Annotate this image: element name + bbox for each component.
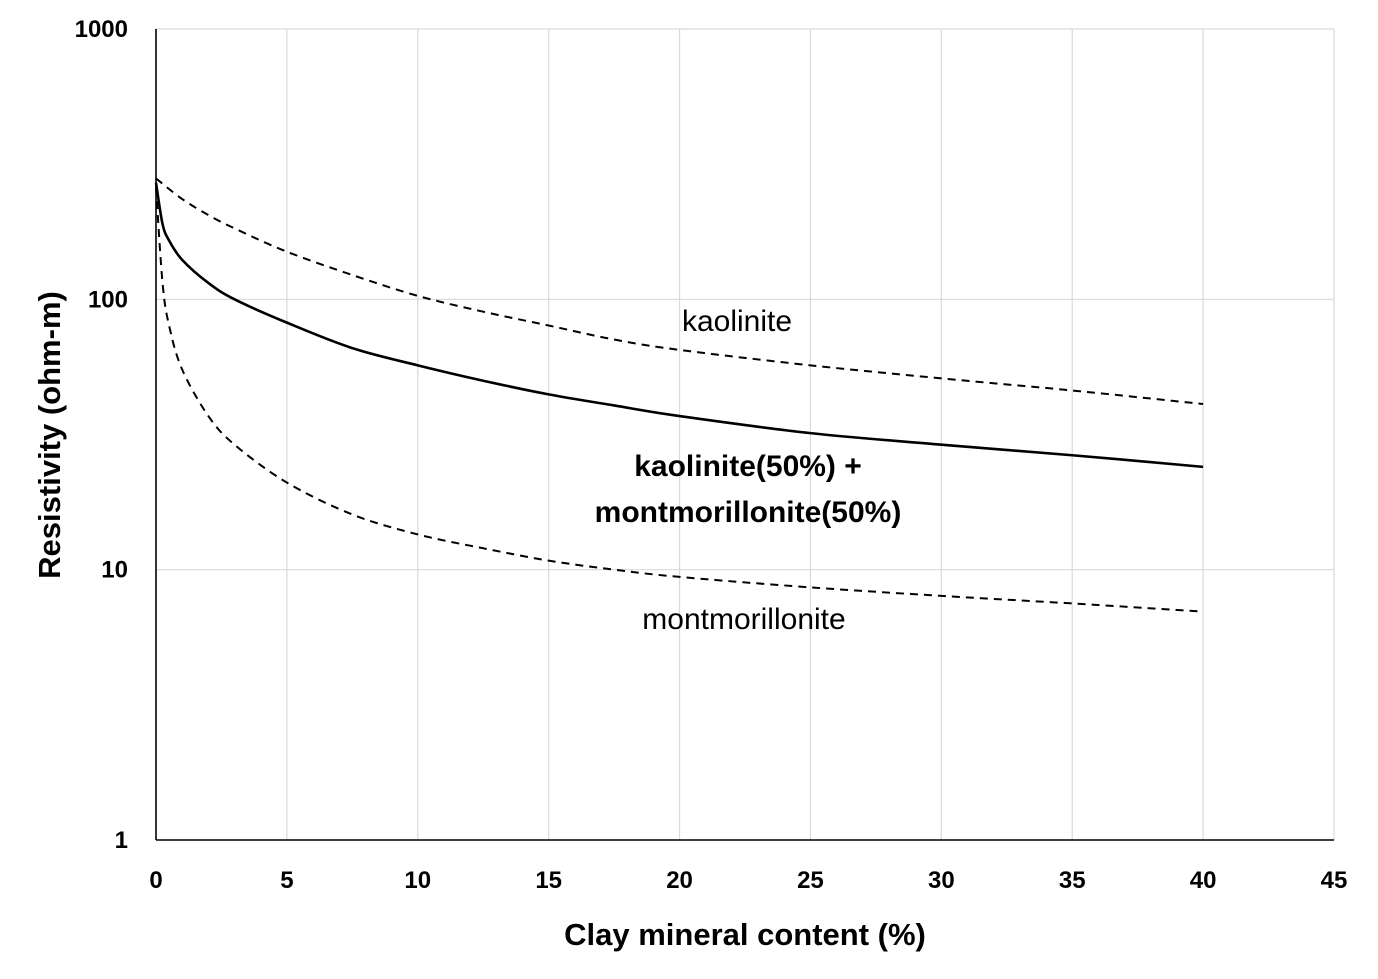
kaolinite-line xyxy=(155,177,1204,406)
axes xyxy=(155,29,1334,841)
gridlines xyxy=(156,28,1335,840)
mixture-label: kaolinite(50%) + xyxy=(634,450,862,483)
x-tick-labels: 0 5 10 15 20 25 30 35 40 45 xyxy=(149,867,1347,894)
montmorillonite-line xyxy=(155,187,1204,613)
series-lines xyxy=(154,177,1204,613)
y-tick-label: 1 xyxy=(115,827,128,854)
x-tick-label: 5 xyxy=(280,867,293,894)
mixture-label: montmorillonite(50%) xyxy=(595,496,902,529)
y-axis-title: Resistivity (ohm-m) xyxy=(32,291,67,579)
x-tick-label: 25 xyxy=(797,867,824,894)
x-tick-label: 0 xyxy=(149,867,162,894)
series-labels: kaolinite kaolinite(50%) + montmorillonite… xyxy=(595,305,902,636)
x-tick-label: 15 xyxy=(535,867,562,894)
x-tick-label: 45 xyxy=(1321,867,1348,894)
x-tick-label: 35 xyxy=(1059,867,1086,894)
x-tick-label: 30 xyxy=(928,867,955,894)
montmorillonite-label: montmorillonite xyxy=(642,603,845,636)
y-tick-label: 1000 xyxy=(75,16,128,43)
y-tick-labels: 1 10 100 1000 xyxy=(75,16,128,854)
x-tick-label: 20 xyxy=(666,867,693,894)
x-axis-title: Clay mineral content (%) xyxy=(564,917,926,952)
x-tick-label: 10 xyxy=(404,867,431,894)
x-tick-label: 40 xyxy=(1190,867,1217,894)
mixture-line xyxy=(154,182,1204,469)
y-tick-label: 10 xyxy=(101,557,128,584)
y-tick-label: 100 xyxy=(88,286,128,313)
kaolinite-label: kaolinite xyxy=(682,305,792,338)
